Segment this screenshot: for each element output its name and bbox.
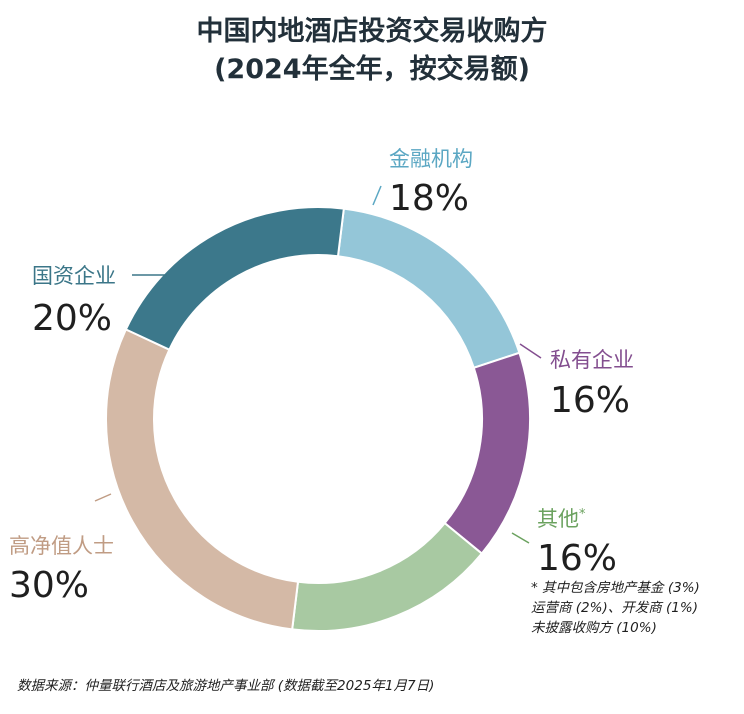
chart-subtitle: (2024年全年，按交易额) [214,54,530,85]
leader-line [519,343,542,359]
donut-slice [336,207,521,370]
chart-title: 中国内地酒店投资交易收购方 [196,16,548,47]
footnote-line: 运营商 (2%)、开发商 (1%) [531,600,698,616]
footnote-line: 未披露收购方 (10%) [531,620,657,636]
leader-line [372,185,382,206]
slice-label: 私有企业 [550,348,634,372]
slice-value-label: 18% [389,178,469,219]
leader-line [94,493,112,502]
donut-slice [443,351,531,555]
slice-value-label: 16% [550,380,630,421]
source-note: 数据来源：仲量联行酒店及旅游地产事业部 (数据截至2025年1月7日) [17,678,435,694]
footnote: * 其中包含房地产基金 (3%) 运营商 (2%)、开发商 (1%) 未披露收购… [531,578,700,638]
leader-line [511,532,530,544]
footnote-line: * 其中包含房地产基金 (3%) [531,580,700,596]
slice-value-label: 16% [537,538,617,579]
slice-label: 其他* [537,507,586,531]
donut-slice [124,206,345,352]
slice-label: 高净值人士 [9,534,114,558]
donut-slice [291,521,484,632]
slice-value-label: 20% [32,298,112,339]
slice-label: 国资企业 [32,264,116,288]
footnote-marker: * [579,507,586,522]
donut-slice [105,328,300,631]
slice-value-label: 30% [9,565,89,606]
slice-label: 金融机构 [389,147,473,171]
